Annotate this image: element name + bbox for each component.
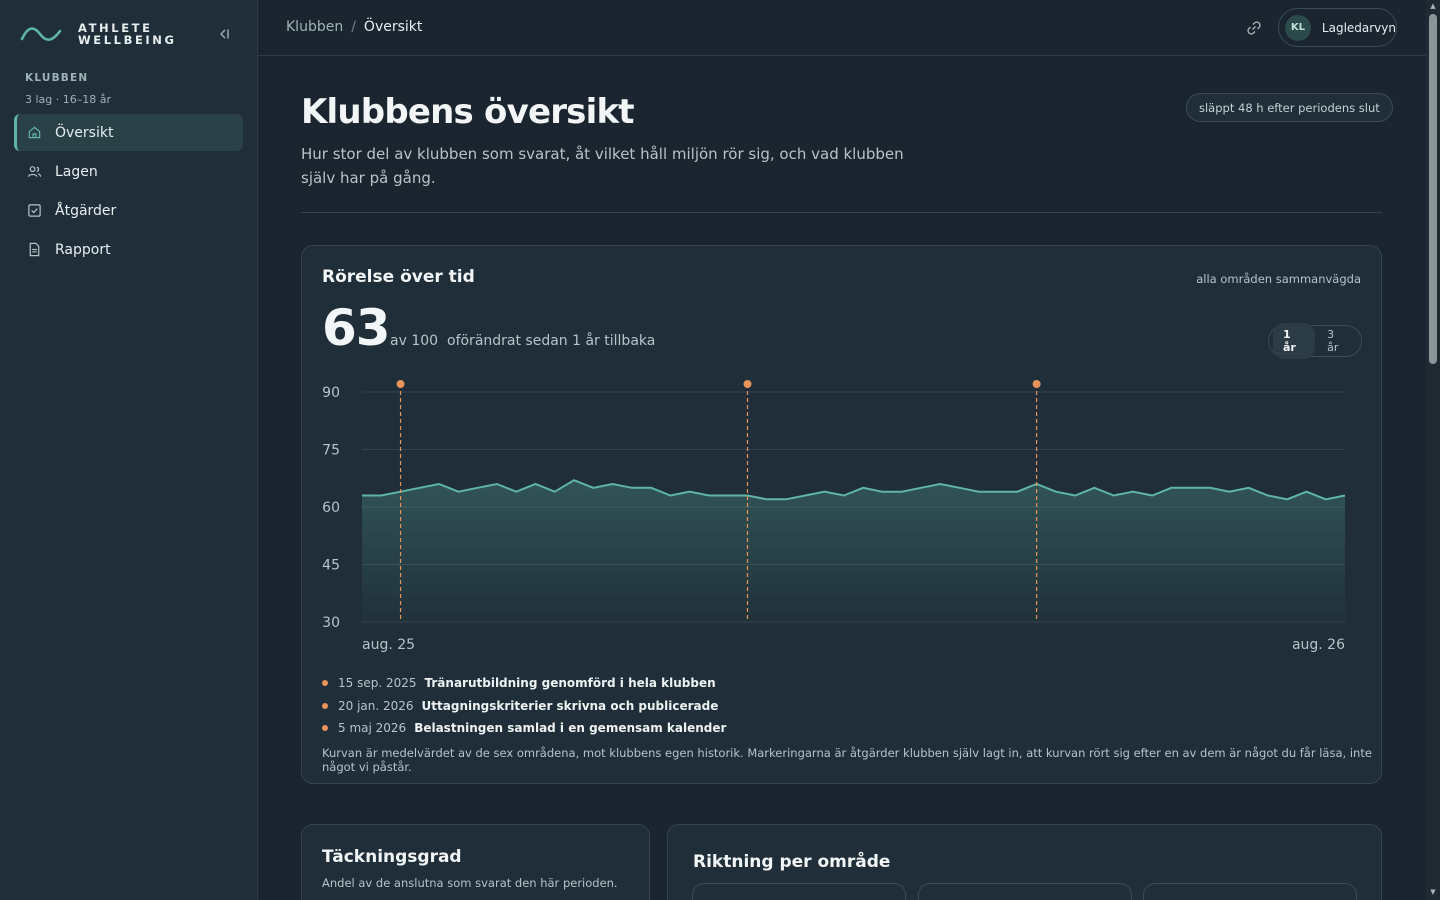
event-marker-icon [322, 702, 328, 709]
event-marker-icon [322, 725, 328, 732]
coverage-subtitle: Andel av de anslutna som svarat den här … [322, 876, 618, 890]
sidebar-item-oversikt[interactable]: Översikt [14, 114, 243, 151]
y-tick-label: 45 [322, 558, 340, 574]
user-view-label: Lagledarvyn [1321, 20, 1396, 35]
chart-area [362, 480, 1345, 622]
y-tick-label: 60 [322, 500, 340, 516]
area-card[interactable] [918, 883, 1132, 900]
home-icon [26, 125, 42, 141]
collapse-sidebar-button[interactable] [214, 24, 234, 44]
event-date: 15 sep. 2025 [338, 676, 417, 691]
user-menu[interactable]: KL Lagledarvyn [1278, 8, 1397, 47]
event-text: Tränarutbildning genomförd i hela klubbe… [424, 676, 716, 691]
event-marker[interactable] [1032, 380, 1041, 388]
sidebar-item-label: Rapport [55, 241, 111, 258]
page-description: Hur stor del av klubben som svarat, åt v… [301, 145, 904, 187]
event-marker-icon [322, 680, 328, 687]
event-marker[interactable] [743, 380, 752, 388]
range-3-year-button[interactable]: 3 år [1327, 328, 1339, 354]
coverage-card: Täckningsgrad Andel av de anslutna som s… [301, 824, 650, 900]
trend-card: Rörelse över tid alla områden sammanvägd… [301, 245, 1382, 784]
sidebar-item-atgarder[interactable]: Åtgärder [14, 192, 243, 229]
users-icon [26, 164, 42, 180]
avatar: KL [1285, 14, 1311, 41]
club-section: KLUBBEN 3 lag · 16–18 år [25, 72, 111, 106]
event-item[interactable]: 5 maj 2026 Belastningen samlad i en geme… [322, 717, 726, 740]
direction-title: Riktning per område [693, 852, 891, 872]
chart-line [362, 479, 1346, 501]
topbar: Klubben / Översikt KL Lagledarvyn [258, 0, 1426, 56]
trend-title: Rörelse över tid [322, 267, 475, 287]
event-date: 20 jan. 2026 [338, 698, 414, 713]
chart-footnote: Kurvan är medelvärdet av de sex områdena… [322, 746, 1372, 774]
y-tick-label: 75 [322, 443, 340, 459]
breadcrumb: Klubben / Översikt [286, 19, 422, 35]
breadcrumb-separator: / [351, 19, 356, 35]
collapse-icon [220, 29, 229, 39]
event-item[interactable]: 20 jan. 2026 Uttagningskriterier skrivna… [322, 695, 726, 718]
release-badge: släppt 48 h efter periodens slut [1186, 93, 1393, 122]
area-card[interactable] [1143, 883, 1357, 900]
page-title: Klubbens översikt [301, 92, 635, 132]
y-tick-label: 90 [322, 385, 340, 401]
scroll-up-icon[interactable]: ▲ [1430, 2, 1436, 10]
coverage-title: Täckningsgrad [322, 847, 462, 867]
divider [301, 212, 1382, 213]
sidebar: ATHLETE WELLBEING KLUBBEN 3 lag · 16–18 … [0, 0, 258, 900]
event-marker[interactable] [396, 380, 405, 388]
brand-name: ATHLETE WELLBEING [78, 22, 177, 46]
range-1-year-button[interactable]: 1 år [1273, 323, 1316, 359]
event-text: Belastningen samlad i en gemensam kalend… [414, 721, 727, 736]
scrollbar[interactable]: ▲ ▼ [1426, 0, 1440, 900]
breadcrumb-current: Översikt [363, 19, 423, 35]
club-subtitle: 3 lag · 16–18 år [25, 93, 112, 106]
event-list: 15 sep. 2025 Tränarutbildning genomförd … [322, 672, 726, 740]
wave-logo-icon [20, 27, 62, 41]
sidebar-item-rapport[interactable]: Rapport [14, 231, 243, 268]
x-tick-label-start: aug. 25 [362, 637, 415, 653]
range-toggle: 1 år 3 år [1268, 323, 1362, 359]
main-content: Klubbens översikt Hur stor del av klubbe… [258, 56, 1426, 900]
brand-line-1: ATHLETE [78, 21, 153, 35]
document-icon [26, 242, 42, 258]
brand[interactable]: ATHLETE WELLBEING [20, 22, 177, 46]
trend-meta: alla områden sammanvägda [1196, 272, 1361, 286]
score-change: oförändrat sedan 1 år tillbaka [447, 333, 656, 349]
score-of: av 100 [390, 333, 439, 349]
scroll-down-icon[interactable]: ▼ [1430, 888, 1436, 896]
sidebar-item-label: Lagen [55, 163, 98, 180]
link-icon [1247, 21, 1261, 35]
club-label: KLUBBEN [25, 72, 89, 84]
breadcrumb-klubben[interactable]: Klubben [286, 19, 344, 35]
scroll-thumb[interactable] [1429, 14, 1437, 364]
area-card[interactable] [692, 883, 906, 900]
copy-link-button[interactable] [1244, 18, 1264, 38]
checkbox-icon [26, 203, 42, 219]
x-tick-label-end: aug. 26 [1292, 637, 1345, 653]
direction-card: Riktning per område [667, 824, 1382, 900]
sidebar-item-label: Översikt [55, 124, 114, 141]
event-item[interactable]: 15 sep. 2025 Tränarutbildning genomförd … [322, 672, 726, 695]
sidebar-item-lagen[interactable]: Lagen [14, 153, 243, 190]
y-tick-label: 30 [322, 615, 340, 631]
sidebar-nav: Översikt Lagen Åtgärder Rapport [14, 114, 243, 270]
score-value: 63 [322, 299, 391, 357]
event-date: 5 maj 2026 [338, 721, 407, 736]
sidebar-item-label: Åtgärder [55, 202, 117, 219]
brand-line-2: WELLBEING [78, 33, 177, 47]
event-text: Uttagningskriterier skrivna och publicer… [421, 698, 719, 713]
trend-chart: 90 75 60 45 30 aug. 25 aug. 26 [322, 380, 1346, 653]
